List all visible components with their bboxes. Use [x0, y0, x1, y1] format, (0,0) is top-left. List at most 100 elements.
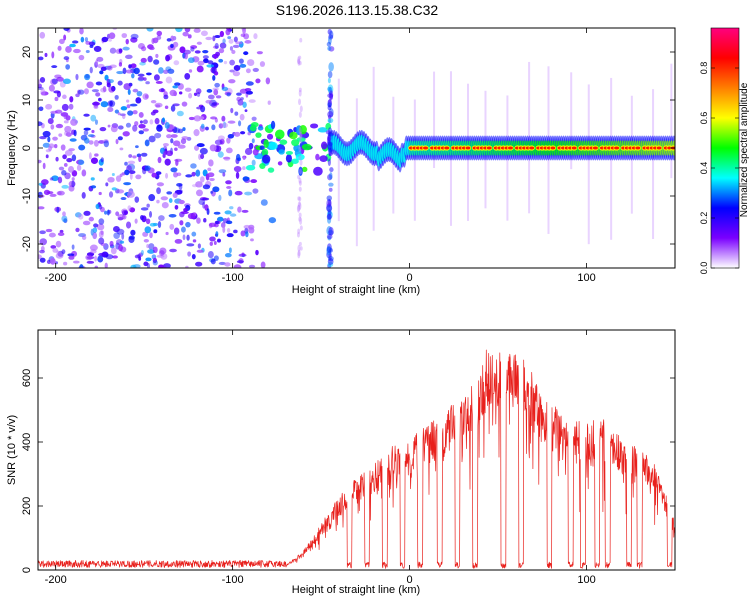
- spectrogram-ghost-line: [355, 98, 358, 247]
- spectrogram-noise-blob: [149, 232, 153, 239]
- spectrogram-noise-blob: [42, 162, 46, 170]
- spectrogram-noise-blob: [71, 244, 75, 250]
- spectrogram-noise-blob: [255, 78, 261, 84]
- snr-x-tick-label: -100: [222, 574, 244, 586]
- spectrogram-spike-blob: [297, 204, 301, 212]
- spectrogram-noise-blob: [207, 172, 215, 178]
- spectrogram-noise-blob: [115, 175, 122, 182]
- spectrogram-noise-blob: [61, 170, 67, 176]
- spectrogram-noise-blob: [122, 46, 130, 51]
- spectrogram-noise-blob: [265, 77, 271, 85]
- spectrogram-noise-blob: [146, 203, 150, 208]
- spectrogram-y-tick-label: -10: [21, 188, 33, 204]
- spectrogram-noise-blob: [81, 169, 87, 177]
- spectrogram-noise-blob: [212, 74, 216, 81]
- spectrogram-noise-blob: [138, 123, 146, 129]
- spectrogram-noise-blob: [71, 154, 77, 162]
- spectrogram-noise-blob: [158, 67, 164, 74]
- spectrogram-noise-blob: [112, 255, 118, 259]
- spectrogram-noise-blob: [202, 49, 209, 54]
- spectrogram-noise-blob: [218, 194, 222, 202]
- spectrogram-noise-blob: [121, 33, 128, 39]
- spectrogram-noise-blob: [190, 46, 195, 52]
- spectrogram-noise-blob: [224, 253, 232, 258]
- spectrogram-noise-blob: [137, 76, 145, 81]
- spectrogram-noise-blob: [148, 243, 155, 250]
- spectrogram-noise-blob: [238, 253, 247, 257]
- spectrogram-noise-blob: [212, 186, 220, 193]
- spectrogram-spike-blob: [298, 111, 302, 118]
- spectrogram-spike-blob: [297, 56, 301, 65]
- spectrogram-noise-blob: [233, 36, 238, 43]
- spectrogram-onset-blob: [279, 139, 288, 145]
- spectrogram-noise-blob: [125, 221, 132, 229]
- spectrogram-spike-blob: [299, 139, 303, 144]
- spectrogram-noise-blob: [225, 180, 232, 185]
- spectrogram-noise-blob: [248, 99, 256, 103]
- spectrogram-spike-blob: [298, 98, 302, 106]
- spectrogram-noise-blob: [138, 112, 144, 118]
- spectrogram-noise-blob: [184, 72, 191, 80]
- spectrogram-spike-blob: [327, 70, 333, 79]
- spectrogram-noise-blob: [222, 172, 226, 177]
- spectrogram-noise-blob: [108, 191, 114, 198]
- colorbar-tick-label: 0.0: [699, 262, 709, 275]
- spectrogram-ghost-line: [670, 63, 673, 179]
- spectrogram-noise-blob: [125, 54, 133, 60]
- spectrogram-noise-blob: [240, 33, 246, 37]
- spectrogram-noise-blob: [190, 163, 197, 169]
- spectrogram-noise-blob: [244, 109, 248, 113]
- spectrogram-noise-blob: [130, 33, 139, 40]
- spectrogram-noise-blob: [206, 64, 215, 68]
- spectrogram-noise-blob: [226, 186, 232, 189]
- spectrogram-noise-blob: [196, 249, 204, 253]
- spectrogram-noise-blob: [130, 264, 137, 268]
- snr-x-label: Height of straight line (km): [292, 584, 420, 596]
- spectrogram-noise-blob: [89, 244, 98, 251]
- spectrogram-spike-blob: [297, 228, 301, 235]
- spectrogram-noise-blob: [69, 138, 77, 142]
- spectrogram-onset-blob: [310, 123, 319, 129]
- spectrogram-noise-blob: [168, 198, 173, 204]
- spectrogram-noise-blob: [38, 159, 42, 164]
- spectrogram-noise-blob: [47, 117, 54, 125]
- spectrogram-x-tick-label: 100: [577, 272, 595, 284]
- spectrogram-noise-blob: [119, 113, 126, 117]
- spectrogram-noise-blob: [198, 116, 205, 120]
- spectrogram-noise-blob: [40, 88, 46, 96]
- spectrogram-noise-blob: [65, 132, 72, 137]
- spectrogram-noise-blob: [127, 190, 135, 198]
- spectrogram-noise-blob: [238, 58, 244, 64]
- spectrogram-onset-blob: [255, 132, 262, 138]
- spectrogram-noise-blob: [107, 176, 115, 183]
- spectrogram-noise-blob: [181, 101, 188, 107]
- spectrogram-noise-blob: [121, 232, 125, 240]
- spectrogram-noise-blob: [197, 243, 201, 249]
- spectrogram-noise-blob: [68, 103, 74, 110]
- spectrogram-noise-blob: [242, 166, 246, 171]
- spectrogram-spike-blob: [327, 86, 332, 92]
- spectrogram-noise-blob: [229, 213, 237, 217]
- spectrogram-noise-blob: [182, 127, 186, 132]
- spectrogram-noise-blob: [137, 253, 142, 258]
- spectrogram-spike-blob: [296, 204, 300, 213]
- spectrogram-noise-blob: [169, 89, 177, 97]
- spectrogram-onset-blob: [259, 145, 265, 151]
- spectrogram-noise-blob: [58, 133, 63, 137]
- spectrogram-noise-blob: [101, 36, 109, 43]
- spectrogram-noise-blob: [53, 144, 58, 149]
- spectrogram-noise-blob: [195, 189, 203, 197]
- spectrogram-noise-blob: [234, 111, 239, 116]
- spectrogram-noise-blob: [144, 139, 150, 147]
- spectrogram-noise-blob: [96, 56, 104, 62]
- spectrogram-noise-blob: [116, 189, 125, 194]
- spectrogram-noise-blob: [57, 190, 65, 196]
- spectrogram-noise-blob: [180, 211, 189, 215]
- spectrogram-noise-blob: [114, 109, 120, 114]
- spectrogram-y-tick-label: -20: [21, 236, 33, 252]
- spectrogram-noise-blob: [226, 92, 231, 97]
- spectrogram-noise-blob: [179, 189, 183, 193]
- spectrogram-noise-blob: [97, 255, 104, 263]
- spectrogram-noise-blob: [227, 120, 236, 124]
- spectrogram-noise-blob: [44, 52, 48, 58]
